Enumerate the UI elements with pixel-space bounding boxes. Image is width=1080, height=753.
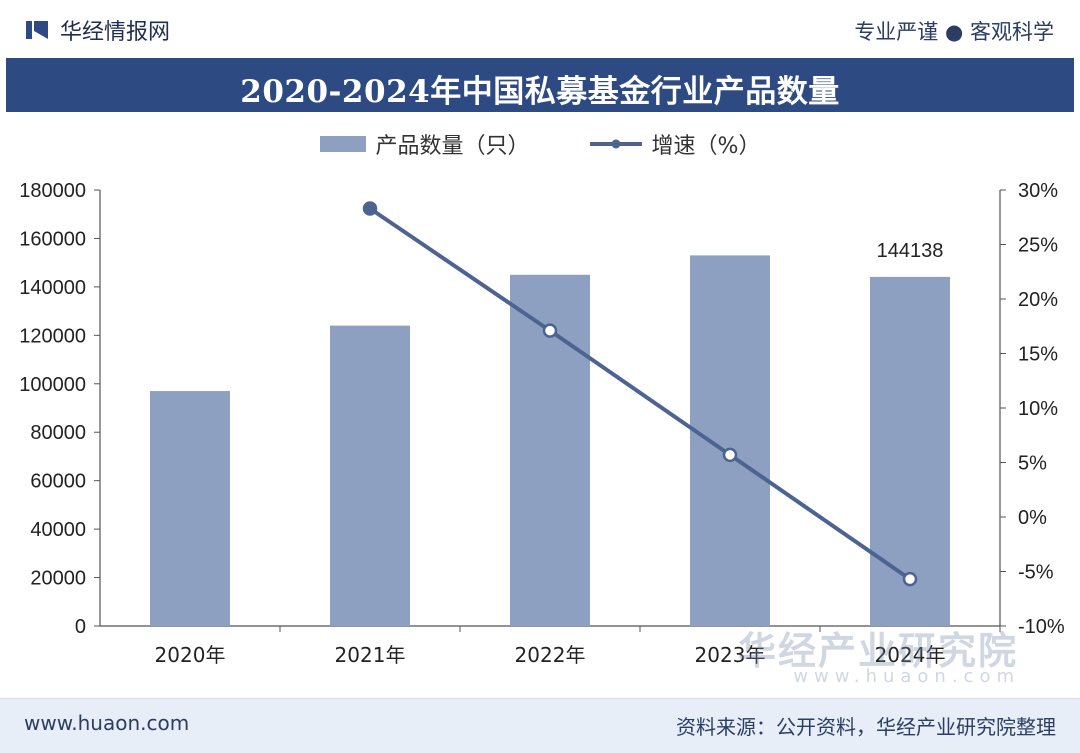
chart-legend: 产品数量（只） 增速（%） bbox=[0, 128, 1080, 160]
bar bbox=[150, 391, 230, 626]
watermark-text: 华经产业研究院 bbox=[737, 629, 1018, 673]
legend-line-label: 增速（%） bbox=[651, 134, 761, 159]
left-tick-label: 20000 bbox=[30, 568, 86, 590]
right-tick-label: 25% bbox=[1018, 235, 1058, 257]
bar-data-label: 144138 bbox=[877, 240, 944, 262]
x-tick-label: 2024年 bbox=[875, 643, 946, 667]
left-tick-label: 80000 bbox=[30, 422, 86, 444]
x-tick-label: 2023年 bbox=[695, 643, 766, 667]
right-tick-label: 30% bbox=[1018, 180, 1058, 202]
legend-bar-label: 产品数量（只） bbox=[375, 134, 530, 159]
right-tick-label: 5% bbox=[1018, 453, 1047, 475]
right-tick-label: 20% bbox=[1018, 289, 1058, 311]
legend-line-swatch bbox=[589, 139, 642, 149]
footer-source: 资料来源：公开资料，华经产业研究院整理 bbox=[676, 715, 1056, 739]
left-tick-label: 60000 bbox=[30, 471, 86, 493]
title-banner: 2020-2024年中国私募基金行业产品数量 bbox=[6, 58, 1074, 112]
left-tick-label: 180000 bbox=[19, 180, 86, 202]
x-tick-label: 2020年 bbox=[155, 643, 226, 667]
growth-line bbox=[368, 206, 912, 581]
growth-point bbox=[542, 323, 558, 338]
left-tick-label: 160000 bbox=[19, 228, 86, 250]
slogan: 专业严谨 ● 客观科学 bbox=[854, 20, 1054, 44]
right-tick-label: 10% bbox=[1018, 398, 1058, 420]
x-tick-label: 2021年 bbox=[335, 643, 406, 667]
top-bar: 华经情报网 专业严谨 ● 客观科学 bbox=[0, 0, 1080, 58]
left-tick-label: 140000 bbox=[19, 277, 86, 299]
left-tick-label: 0 bbox=[75, 616, 86, 638]
right-tick-label: 15% bbox=[1018, 344, 1058, 366]
x-tick-label: 2022年 bbox=[515, 643, 586, 667]
bar bbox=[870, 276, 950, 626]
growth-point bbox=[722, 447, 738, 463]
bar bbox=[690, 255, 770, 626]
right-tick-label: 0% bbox=[1018, 507, 1047, 529]
left-tick-label: 40000 bbox=[30, 519, 86, 541]
left-tick-label: 100000 bbox=[19, 374, 86, 396]
chart-title: 2020-2024年中国私募基金行业产品数量 bbox=[240, 74, 840, 110]
watermark-url: www.huaon.com bbox=[793, 666, 1020, 687]
chart-plot-area: 0 20000 40000 60000 80000 100000 120000 140000 1… bbox=[19, 180, 1065, 667]
legend-item-bar[interactable]: 产品数量（只） bbox=[319, 128, 530, 160]
logo-text: 华经情报网 bbox=[60, 20, 171, 45]
right-tick-label: -5% bbox=[1018, 562, 1054, 584]
growth-point bbox=[362, 201, 378, 216]
legend-bar-swatch bbox=[319, 136, 366, 152]
brand-logo[interactable]: 华经情报网 bbox=[24, 14, 170, 46]
left-tick-label: 120000 bbox=[19, 325, 86, 347]
huajing-logo-icon bbox=[26, 21, 48, 39]
right-tick-label: -10% bbox=[1018, 616, 1065, 638]
growth-point bbox=[902, 571, 918, 587]
footer: www.huaon.com 资料来源：公开资料，华经产业研究院整理 bbox=[0, 698, 1080, 753]
legend-item-line[interactable]: 增速（%） bbox=[589, 128, 761, 160]
footer-website-link[interactable]: www.huaon.com bbox=[24, 711, 190, 735]
bar bbox=[330, 325, 410, 626]
